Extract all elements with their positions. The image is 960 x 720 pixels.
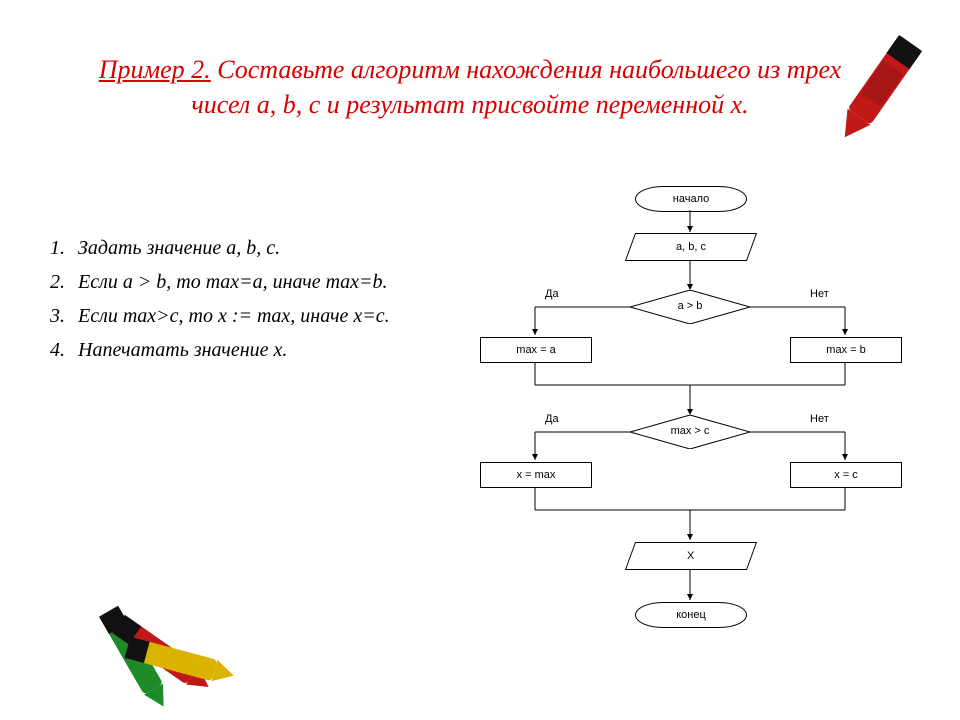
flow-start-label: начало <box>673 193 709 205</box>
list-item: 1.Задать значение a, b, c. <box>50 235 420 261</box>
branch-yes-1: Да <box>545 288 559 300</box>
list-item: 3.Если max>c, то x := max, иначе x=c. <box>50 303 420 329</box>
crayons-group-icon <box>60 555 280 715</box>
flow-process-max-a: max = a <box>480 337 592 363</box>
algorithm-steps: 1.Задать значение a, b, c. 2.Если a > b,… <box>50 235 420 371</box>
step-num: 2. <box>50 269 78 295</box>
step-text: Задать значение a, b, c. <box>78 235 280 261</box>
flow-cond1-label: a > b <box>630 300 750 312</box>
flow-decision-1: a > b <box>630 290 750 324</box>
flow-output: X <box>625 542 757 570</box>
step-num: 4. <box>50 337 78 363</box>
branch-no-2: Нет <box>810 413 829 425</box>
branch-no-1: Нет <box>810 288 829 300</box>
flow-start: начало <box>635 186 747 212</box>
title-rest: Составьте алгоритм нахождения наибольшег… <box>191 55 841 119</box>
flow-left1-label: max = a <box>516 344 555 356</box>
title-prefix: Пример 2. <box>99 55 211 84</box>
slide-title: Пример 2. Составьте алгоритм нахождения … <box>80 52 860 122</box>
list-item: 4.Напечатать значение x. <box>50 337 420 363</box>
flow-end: конец <box>635 602 747 628</box>
flow-input-label: a, b, c <box>676 241 706 253</box>
crayon-red-icon <box>840 0 960 160</box>
flow-process-x-c: x = c <box>790 462 902 488</box>
step-text: Напечатать значение x. <box>78 337 287 363</box>
flowchart: начало a, b, c a > b Да Нет max = a max … <box>440 180 940 710</box>
branch-yes-2: Да <box>545 413 559 425</box>
step-num: 3. <box>50 303 78 329</box>
flow-right2-label: x = c <box>834 469 858 481</box>
list-item: 2.Если a > b, то max=a, иначе max=b. <box>50 269 420 295</box>
flow-right1-label: max = b <box>826 344 865 356</box>
flow-process-max-b: max = b <box>790 337 902 363</box>
step-text: Если a > b, то max=a, иначе max=b. <box>78 269 387 295</box>
flow-cond2-label: max > c <box>630 425 750 437</box>
step-text: Если max>c, то x := max, иначе x=c. <box>78 303 390 329</box>
flow-decision-2: max > c <box>630 415 750 449</box>
flow-left2-label: x = max <box>517 469 556 481</box>
flow-end-label: конец <box>676 609 706 621</box>
flow-output-label: X <box>687 550 694 562</box>
step-num: 1. <box>50 235 78 261</box>
flow-process-x-max: x = max <box>480 462 592 488</box>
flow-input: a, b, c <box>625 233 757 261</box>
